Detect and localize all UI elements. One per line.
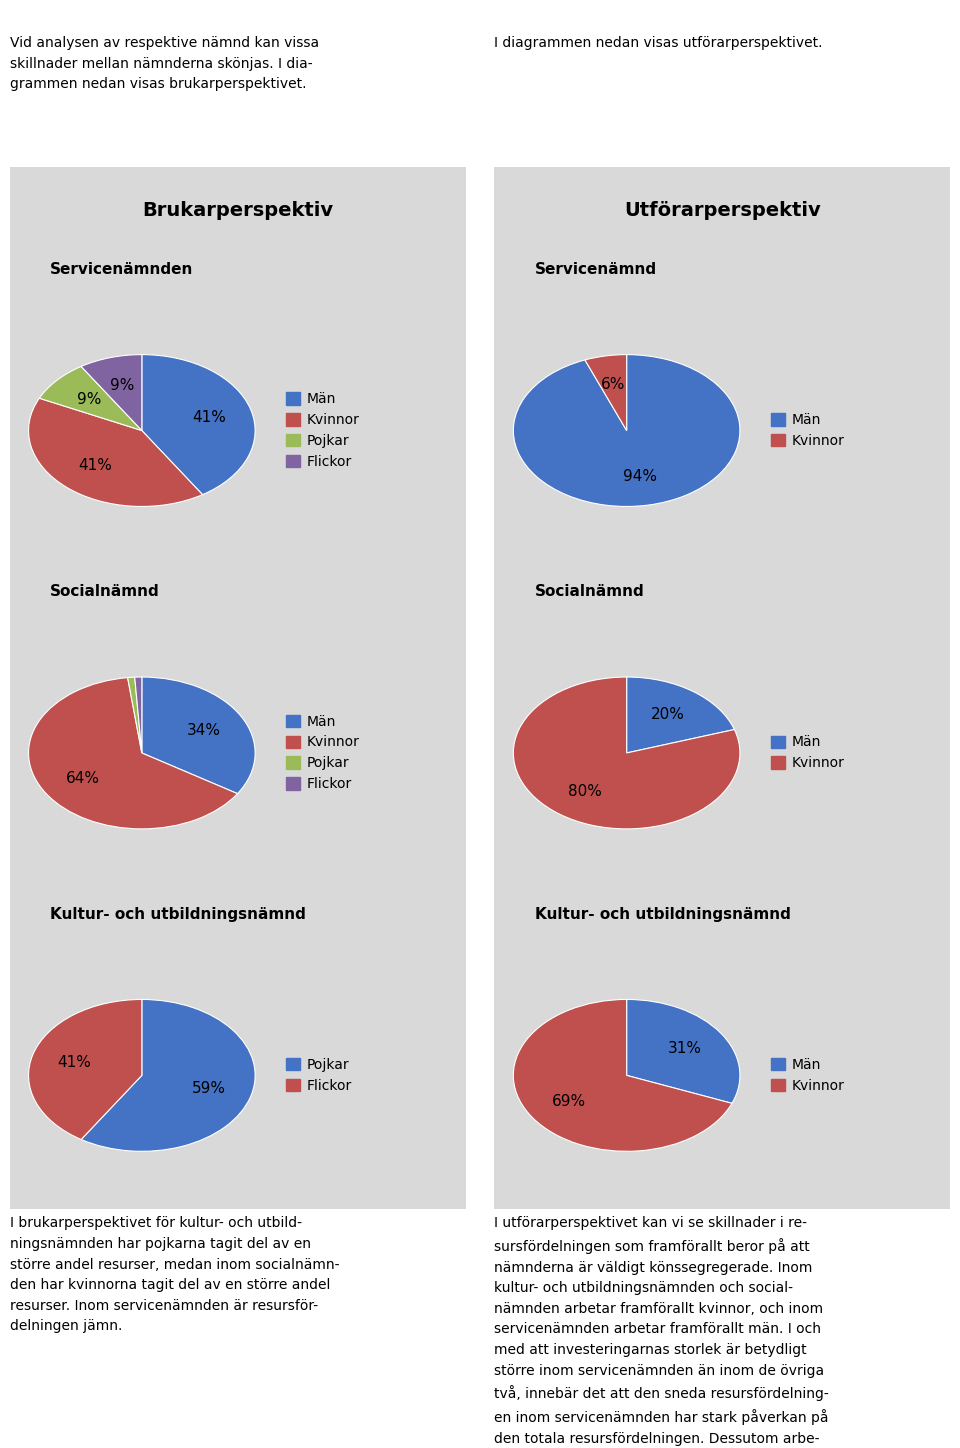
Wedge shape: [82, 355, 142, 430]
Text: 6%: 6%: [601, 376, 626, 392]
Text: Vid analysen av respektive nämnd kan vissa
skillnader mellan nämnderna skönjas. : Vid analysen av respektive nämnd kan vis…: [10, 36, 319, 91]
Wedge shape: [29, 678, 237, 828]
Wedge shape: [128, 678, 142, 753]
Wedge shape: [142, 678, 255, 794]
Text: Kultur- och utbildningsnämnd: Kultur- och utbildningsnämnd: [50, 906, 306, 922]
Wedge shape: [29, 398, 203, 507]
Wedge shape: [82, 999, 255, 1151]
Legend: Män, Kvinnor, Pojkar, Flickor: Män, Kvinnor, Pojkar, Flickor: [286, 392, 360, 469]
Wedge shape: [514, 355, 740, 507]
Text: 64%: 64%: [65, 770, 100, 786]
Legend: Män, Kvinnor, Pojkar, Flickor: Män, Kvinnor, Pojkar, Flickor: [286, 714, 360, 792]
Text: 34%: 34%: [186, 723, 221, 738]
Wedge shape: [627, 678, 734, 753]
Text: Servicenämnden: Servicenämnden: [50, 262, 194, 277]
Text: 41%: 41%: [192, 410, 227, 424]
Legend: Pojkar, Flickor: Pojkar, Flickor: [286, 1058, 352, 1093]
Wedge shape: [514, 999, 732, 1151]
Wedge shape: [29, 999, 142, 1140]
Legend: Män, Kvinnor: Män, Kvinnor: [771, 413, 845, 447]
Text: 31%: 31%: [668, 1041, 702, 1057]
Text: Servicenämnd: Servicenämnd: [535, 262, 657, 277]
Text: Socialnämnd: Socialnämnd: [535, 584, 645, 599]
Text: Socialnämnd: Socialnämnd: [50, 584, 160, 599]
Wedge shape: [39, 366, 142, 430]
Text: 41%: 41%: [79, 459, 112, 473]
Legend: Män, Kvinnor: Män, Kvinnor: [771, 736, 845, 770]
Text: I utförarperspektivet kan vi se skillnader i re-
sursfördelningen som framförall: I utförarperspektivet kan vi se skillnad…: [494, 1216, 829, 1448]
Text: 69%: 69%: [551, 1095, 586, 1109]
Legend: Män, Kvinnor: Män, Kvinnor: [771, 1058, 845, 1093]
Text: 20%: 20%: [651, 708, 684, 723]
Text: Utförarperspektiv: Utförarperspektiv: [624, 201, 821, 220]
Wedge shape: [627, 999, 740, 1103]
Wedge shape: [134, 678, 142, 753]
Wedge shape: [142, 355, 255, 495]
Text: 41%: 41%: [58, 1054, 91, 1070]
Text: 9%: 9%: [110, 378, 134, 392]
Text: Kultur- och utbildningsnämnd: Kultur- och utbildningsnämnd: [535, 906, 791, 922]
Text: 59%: 59%: [192, 1082, 227, 1096]
Text: I brukarperspektivet för kultur- och utbild-
ningsnämnden har pojkarna tagit del: I brukarperspektivet för kultur- och utb…: [10, 1216, 339, 1334]
Text: I diagrammen nedan visas utförarperspektivet.: I diagrammen nedan visas utförarperspekt…: [494, 36, 823, 51]
Text: 9%: 9%: [77, 392, 102, 407]
Text: 94%: 94%: [623, 469, 657, 484]
Text: 80%: 80%: [568, 783, 602, 798]
Wedge shape: [514, 678, 740, 828]
Wedge shape: [585, 355, 627, 430]
Text: Brukarperspektiv: Brukarperspektiv: [142, 201, 333, 220]
